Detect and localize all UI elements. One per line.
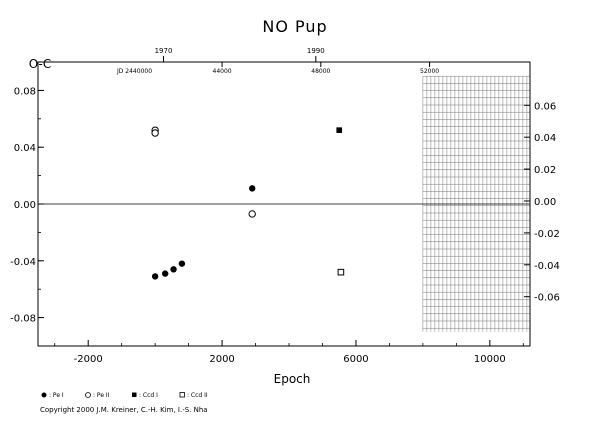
year-tick-label: 1990 — [307, 47, 325, 55]
legend-label: : Pe II — [93, 392, 110, 399]
y-axis-label: O-C — [29, 57, 52, 71]
x-tick-label: -2000 — [74, 354, 103, 365]
legend-marker-pe-ii — [85, 392, 91, 398]
y-tick-label: 0.04 — [14, 143, 36, 154]
jd-tick-label: 52000 — [420, 68, 439, 75]
legend-label: : Pe I — [49, 392, 64, 399]
legend-marker-ccd-ii — [179, 392, 185, 398]
y2-tick-label: 0.00 — [534, 197, 556, 208]
point-pe-i — [151, 273, 159, 280]
year-tick-label: 1970 — [155, 47, 173, 55]
point-pe-i — [249, 185, 256, 192]
y2-tick-label: 0.04 — [534, 133, 556, 144]
copyright-text: Copyright 2000 J.M. Kreiner, C.-H. Kim, … — [40, 406, 208, 414]
y-tick-label: 0.08 — [14, 86, 36, 97]
point-pe-ii — [151, 129, 159, 137]
y-tick-label: 0.00 — [14, 200, 36, 211]
x-axis-label: Epoch — [274, 372, 311, 386]
x-tick-label: 6000 — [343, 354, 368, 365]
x-tick-label: 10000 — [474, 354, 506, 365]
data-points — [151, 126, 345, 280]
point-pe-i — [161, 270, 169, 277]
y2-tick-label: -0.04 — [534, 261, 560, 272]
legend-label: : Ccd II — [187, 392, 208, 399]
jd-tick-label: 48000 — [311, 68, 330, 75]
legend-label: : Ccd I — [139, 392, 158, 399]
x-tick-label: 2000 — [209, 354, 234, 365]
y-tick-label: -0.04 — [10, 257, 36, 268]
y2-tick-label: -0.02 — [534, 229, 560, 240]
jd-tick-label: 44000 — [213, 68, 232, 75]
point-pe-ii — [248, 210, 256, 218]
y-tick-label: -0.08 — [10, 314, 36, 325]
chart-title: NO Pup — [262, 17, 327, 36]
point-pe-i — [170, 266, 177, 273]
axis-ticks: -2000 2000 6000 10000 -0.08 -0.04 0.00 0.04 0.08… — [10, 47, 560, 365]
legend-marker-pe-i — [41, 392, 47, 398]
legend-marker-ccd-i — [132, 392, 137, 397]
y2-tick-label: -0.06 — [534, 293, 560, 304]
point-ccd-i — [336, 127, 343, 133]
jd-prefix-label: JD 2440000 — [116, 68, 152, 75]
point-pe-i — [178, 260, 186, 267]
legend: : Pe I : Pe II : Ccd I : Ccd II — [41, 392, 208, 399]
point-ccd-ii — [337, 268, 345, 276]
y2-tick-label: 0.02 — [534, 165, 556, 176]
y2-tick-label: 0.06 — [534, 101, 556, 112]
